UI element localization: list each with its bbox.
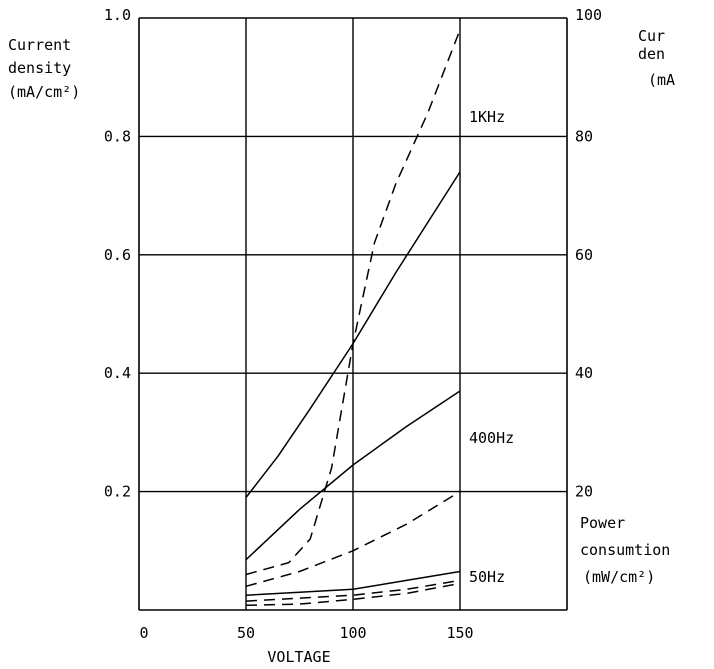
x-tick-label: 50 [237, 624, 255, 642]
series-line-2-dashed [245, 29, 461, 576]
y-right-tick-label: 80 [575, 127, 593, 145]
y-left-tick-label: 0.4 [104, 364, 131, 382]
x-tick-label: 150 [446, 624, 473, 642]
series-line-1-solid [245, 171, 461, 498]
series-label-400hz: 400Hz [469, 429, 514, 447]
y-left-tick-label: 0.8 [104, 127, 131, 145]
plot-frame [138, 18, 568, 611]
y-right-bottom-label-line-1: Power [580, 514, 625, 532]
y-left-label-line-2: density [8, 59, 71, 77]
y-right-bottom-label-line-3: (mW/cm²) [583, 568, 655, 586]
y-right-tick-label: 40 [575, 364, 593, 382]
y-left-label-line-3: (mA/cm²) [8, 83, 80, 101]
y-right-bottom-label-line-2: consumtion [580, 541, 670, 559]
y-right-top-label-line-3: (mA [648, 71, 675, 89]
tick-labels: 1.0 0.8 0.6 0.4 0.2 100 80 60 40 20 0 50 100 150 [104, 6, 602, 642]
series-line-3-solid [245, 390, 461, 561]
series-label-1khz: 1KHz [469, 108, 505, 126]
series-layer [245, 29, 461, 607]
series-line-5-solid [245, 570, 461, 596]
x-axis-label: VOLTAGE [267, 648, 330, 666]
y-right-tick-label: 100 [575, 6, 602, 24]
y-left-tick-label: 0.2 [104, 483, 131, 501]
y-left-tick-label: 1.0 [104, 6, 131, 24]
x-tick-label: 100 [339, 624, 366, 642]
y-right-top-label-line-2: den [638, 45, 665, 63]
y-left-label-line-1: Current [8, 36, 71, 54]
y-right-top-label-line-1: Cur [638, 27, 665, 45]
y-left-tick-label: 0.6 [104, 246, 131, 264]
x-tick-label: 0 [139, 624, 148, 642]
y-right-tick-label: 20 [575, 483, 593, 501]
grid [139, 17, 567, 610]
series-line-4-dashed [245, 490, 461, 588]
y-right-tick-label: 60 [575, 246, 593, 264]
series-label-50hz: 50Hz [469, 568, 505, 586]
